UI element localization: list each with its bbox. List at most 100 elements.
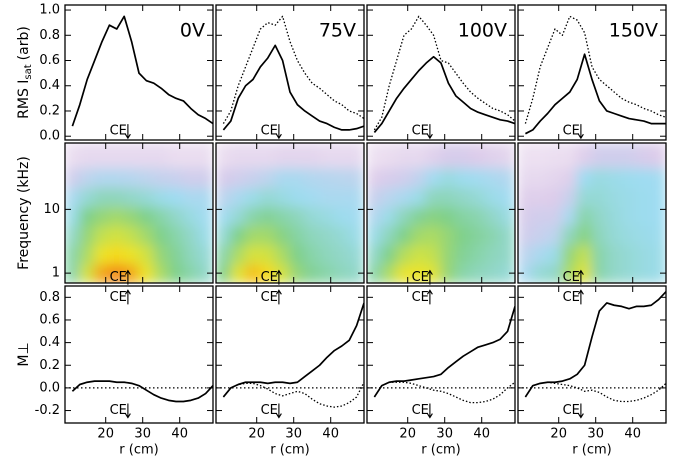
spectrogram-cell bbox=[65, 187, 81, 208]
spectrogram-cell bbox=[138, 143, 155, 169]
annotation-arrow bbox=[275, 403, 282, 419]
spectrogram-cell bbox=[499, 224, 515, 246]
spectrogram-cell bbox=[289, 263, 306, 283]
x-tick-label: 20 bbox=[399, 427, 416, 442]
spectrogram-cell bbox=[518, 263, 534, 283]
spectrogram-cell bbox=[591, 263, 608, 283]
spectrogram-cell bbox=[606, 206, 623, 226]
spectrogram-cell bbox=[381, 167, 398, 189]
spectrogram-cell bbox=[518, 244, 534, 265]
spectrogram-cell bbox=[259, 244, 276, 265]
annotation-label: CE bbox=[261, 124, 278, 139]
panel-plot-area bbox=[373, 15, 515, 133]
spectrogram-cell bbox=[606, 224, 623, 246]
panel-plot-area bbox=[222, 15, 364, 131]
panel-frame bbox=[366, 142, 516, 284]
panel-label: 150V bbox=[609, 20, 658, 42]
spectrogram-cell bbox=[518, 187, 534, 208]
spectrogram-cell bbox=[410, 206, 427, 226]
spectrogram-cell bbox=[591, 206, 608, 226]
annotation-label: CE bbox=[563, 270, 580, 285]
annotation-label: CE bbox=[563, 403, 580, 418]
spectrogram-cell bbox=[381, 143, 398, 169]
solid-line bbox=[525, 53, 666, 135]
spectrogram-cell bbox=[440, 206, 457, 226]
annotation-arrow bbox=[577, 289, 584, 305]
solid-line bbox=[524, 291, 666, 398]
spectrogram-cell bbox=[79, 224, 96, 246]
spectrogram-cell bbox=[396, 263, 412, 283]
y-tick-label: 0.4 bbox=[39, 78, 60, 93]
spectrogram-cell bbox=[197, 167, 213, 189]
spectrogram-cell bbox=[410, 224, 427, 246]
spectrogram-cell bbox=[425, 224, 442, 246]
spectrogram-cell bbox=[245, 187, 261, 208]
spectrogram-cell bbox=[410, 244, 427, 265]
spectrogram-cell bbox=[245, 143, 261, 169]
spectrogram-cell bbox=[153, 187, 170, 208]
spectrogram-cell bbox=[216, 167, 232, 189]
spectrogram-cell bbox=[561, 143, 578, 169]
spectrogram-cell bbox=[197, 206, 213, 226]
spectrogram-cell bbox=[532, 224, 549, 246]
spectrogram-cell bbox=[274, 167, 291, 189]
spectrogram-cell bbox=[65, 263, 81, 283]
spectrogram-cell bbox=[606, 263, 623, 283]
spectrogram-cell bbox=[470, 224, 486, 246]
spectrogram-cell bbox=[245, 224, 261, 246]
spectrogram-cell bbox=[153, 206, 170, 226]
spectrogram-cell bbox=[621, 206, 637, 226]
panel-plot-area bbox=[65, 380, 213, 403]
spectrogram-cell bbox=[168, 206, 184, 226]
spectrogram-cell bbox=[333, 143, 350, 169]
spectrogram-cell bbox=[319, 206, 335, 226]
annotation-arrow bbox=[577, 269, 584, 285]
spectrogram-cell bbox=[440, 143, 457, 169]
spectrogram-cell bbox=[348, 143, 364, 169]
panel-plot-area bbox=[367, 306, 515, 404]
spectrogram-cell bbox=[367, 187, 383, 208]
spectrogram-cell bbox=[168, 263, 184, 283]
spectrogram-cell bbox=[65, 244, 81, 265]
spectrogram-cell bbox=[396, 143, 412, 169]
spectrogram-cell bbox=[576, 187, 593, 208]
panel-frame bbox=[517, 4, 667, 141]
annotation-arrow bbox=[577, 403, 584, 419]
spectrogram-cell bbox=[518, 224, 534, 246]
spectrogram-cell bbox=[455, 224, 472, 246]
panel-frame bbox=[64, 285, 214, 424]
spectrogram-cell bbox=[470, 187, 486, 208]
spectrogram-cell bbox=[348, 167, 364, 189]
spectrogram-cell bbox=[650, 224, 666, 246]
spectrogram-cell bbox=[606, 187, 623, 208]
spectrogram-cell bbox=[455, 206, 472, 226]
spectrogram-cell bbox=[396, 224, 412, 246]
spectrogram-cell bbox=[410, 263, 427, 283]
spectrogram-cell bbox=[319, 187, 335, 208]
spectrogram-cell bbox=[348, 263, 364, 283]
spectrogram-cell bbox=[621, 187, 637, 208]
spectrogram-cell bbox=[153, 143, 170, 169]
spectrogram-cell bbox=[367, 244, 383, 265]
spectrogram-cell bbox=[289, 244, 306, 265]
spectrogram-cell bbox=[138, 187, 155, 208]
spectrogram-cell bbox=[245, 263, 261, 283]
spectrogram-cell bbox=[108, 244, 125, 265]
annotation-arrow bbox=[124, 289, 131, 305]
spectrogram-cell bbox=[123, 206, 140, 226]
spectrogram-cell bbox=[348, 187, 364, 208]
spectrogram-cell bbox=[168, 187, 184, 208]
y-axis-label-text: M⊥ bbox=[16, 342, 32, 366]
spectrogram-cell bbox=[94, 143, 110, 169]
spectrogram-cell bbox=[182, 244, 199, 265]
spectrogram-cell bbox=[138, 167, 155, 189]
spectrogram-cell bbox=[635, 224, 652, 246]
spectrogram-cell bbox=[168, 167, 184, 189]
y-tick-label: 0.6 bbox=[39, 53, 60, 68]
spectrogram-cell bbox=[499, 187, 515, 208]
x-axis-label: r (cm) bbox=[270, 443, 309, 457]
x-tick-label: 40 bbox=[322, 427, 339, 442]
spectrogram-cell bbox=[333, 224, 350, 246]
spectrogram-cell bbox=[197, 187, 213, 208]
